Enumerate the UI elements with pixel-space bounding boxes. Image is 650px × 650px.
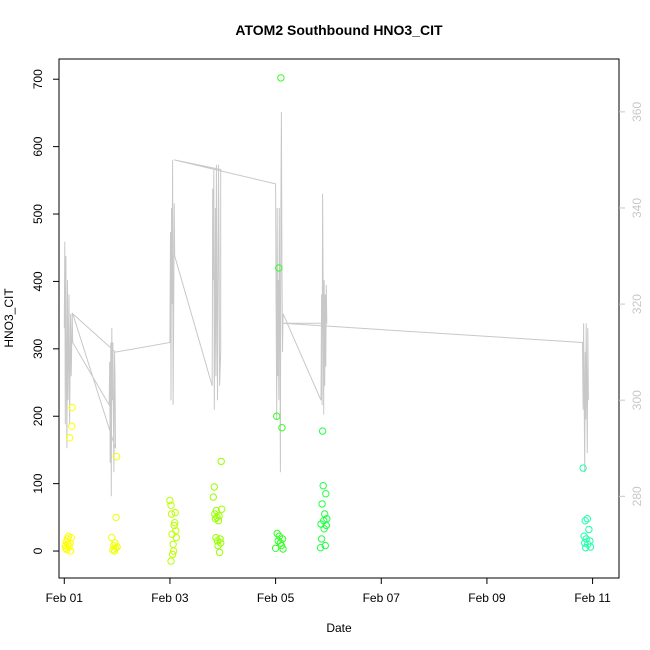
x-tick-label: Feb 05 bbox=[257, 591, 295, 605]
data-point bbox=[585, 525, 593, 534]
data-point bbox=[171, 508, 179, 517]
y2-tick-label: 320 bbox=[630, 294, 644, 314]
scatter-points bbox=[61, 74, 595, 565]
data-point bbox=[112, 513, 120, 521]
y-tick-label: 400 bbox=[31, 271, 45, 291]
data-point bbox=[275, 264, 283, 272]
x-axis-label: Date bbox=[326, 621, 352, 635]
data-point bbox=[111, 544, 120, 552]
data-point bbox=[217, 457, 225, 466]
data-point bbox=[321, 541, 329, 550]
data-point bbox=[321, 510, 329, 518]
data-point bbox=[271, 544, 280, 552]
data-point bbox=[167, 557, 175, 565]
y-tick-label: 600 bbox=[31, 136, 45, 156]
data-point bbox=[215, 512, 223, 520]
data-point bbox=[214, 517, 223, 525]
y2-tick-label: 360 bbox=[630, 102, 644, 122]
data-point bbox=[167, 501, 175, 509]
data-point bbox=[319, 482, 327, 490]
y-tick-label: 100 bbox=[31, 473, 45, 493]
y-axis: 0 100 200 300 400 500 600 700 bbox=[31, 69, 59, 554]
data-point bbox=[168, 550, 177, 559]
line-series bbox=[63, 111, 589, 497]
y-tick-label: 200 bbox=[31, 406, 45, 426]
data-point bbox=[167, 510, 176, 518]
data-point bbox=[169, 547, 178, 555]
data-point bbox=[172, 533, 181, 542]
data-point bbox=[113, 543, 121, 551]
data-point bbox=[66, 547, 75, 555]
x-axis: Feb 01 Feb 03 Feb 05 Feb 07 Feb 09 Feb 11 bbox=[46, 578, 611, 605]
data-point bbox=[169, 540, 177, 548]
data-point bbox=[216, 535, 224, 543]
data-point bbox=[68, 422, 76, 430]
data-point bbox=[215, 548, 224, 557]
data-point bbox=[171, 519, 179, 527]
data-point bbox=[586, 543, 595, 551]
data-point bbox=[582, 535, 590, 543]
plot-frame bbox=[58, 58, 620, 579]
data-point bbox=[317, 535, 326, 543]
data-point bbox=[65, 434, 74, 442]
data-point bbox=[316, 544, 325, 552]
data-point bbox=[166, 496, 174, 505]
data-point bbox=[213, 513, 221, 521]
y2-tick-label: 340 bbox=[630, 198, 644, 218]
data-point bbox=[323, 515, 331, 523]
data-point bbox=[68, 403, 76, 412]
line-series-path bbox=[63, 111, 589, 497]
data-point bbox=[278, 535, 287, 543]
data-point bbox=[66, 539, 74, 547]
data-point bbox=[322, 490, 330, 498]
data-point bbox=[279, 545, 287, 553]
data-point bbox=[170, 521, 178, 530]
y-tick-label: 0 bbox=[31, 547, 45, 554]
data-point bbox=[111, 539, 119, 547]
y-tick-label: 500 bbox=[31, 204, 45, 224]
data-point bbox=[210, 483, 219, 491]
data-point bbox=[168, 530, 176, 538]
x-tick-label: Feb 07 bbox=[363, 591, 401, 605]
x-tick-label: Feb 01 bbox=[46, 591, 84, 605]
data-point bbox=[65, 543, 73, 551]
data-point bbox=[277, 74, 285, 82]
data-point bbox=[581, 517, 589, 525]
y-tick-label: 300 bbox=[31, 338, 45, 358]
data-point bbox=[209, 493, 218, 501]
data-point bbox=[112, 453, 121, 461]
y2-axis: 280 300 320 340 360 bbox=[619, 102, 644, 506]
x-tick-label: Feb 09 bbox=[468, 591, 506, 605]
data-point bbox=[278, 424, 286, 432]
y-tick-label: 700 bbox=[31, 69, 45, 89]
y2-tick-label: 280 bbox=[630, 486, 644, 506]
y2-tick-label: 300 bbox=[630, 390, 644, 410]
data-point bbox=[273, 412, 281, 420]
data-point bbox=[579, 464, 587, 472]
data-point bbox=[583, 515, 591, 523]
x-tick-label: Feb 11 bbox=[574, 591, 611, 605]
data-point bbox=[318, 500, 326, 508]
y-axis-label: HNO3_CIT bbox=[2, 288, 16, 348]
data-point bbox=[67, 533, 75, 542]
data-point bbox=[318, 427, 327, 435]
data-point bbox=[218, 505, 226, 513]
x-tick-label: Feb 03 bbox=[151, 591, 189, 605]
data-point bbox=[217, 539, 225, 547]
data-point bbox=[108, 533, 116, 542]
chart-title: ATOM2 Southbound HNO3_CIT bbox=[235, 22, 443, 38]
